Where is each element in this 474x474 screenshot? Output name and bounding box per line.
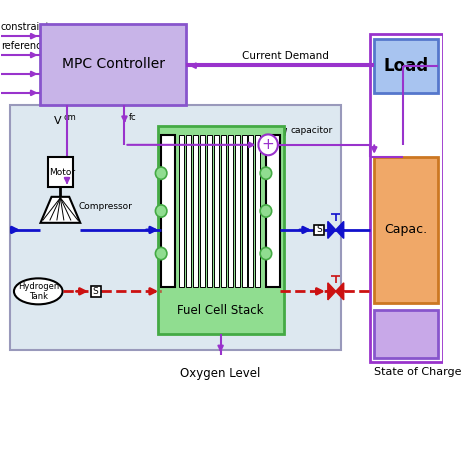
Text: State of Charge: State of Charge xyxy=(374,367,462,377)
Bar xyxy=(220,136,226,287)
Bar xyxy=(374,156,438,303)
Text: Capac.: Capac. xyxy=(385,223,428,237)
Bar xyxy=(207,136,212,287)
Bar xyxy=(374,38,438,93)
Circle shape xyxy=(155,205,167,217)
Bar xyxy=(266,136,280,287)
Text: Current Demand: Current Demand xyxy=(242,51,328,61)
Text: constraints: constraints xyxy=(0,22,55,32)
Bar xyxy=(186,136,191,287)
Bar xyxy=(40,24,186,105)
Text: fc: fc xyxy=(129,113,137,122)
Ellipse shape xyxy=(14,278,63,304)
Polygon shape xyxy=(328,283,336,300)
Bar xyxy=(241,136,246,287)
Bar xyxy=(161,136,175,287)
Bar xyxy=(248,136,254,287)
Text: MPC Controller: MPC Controller xyxy=(62,57,165,72)
Polygon shape xyxy=(328,221,336,238)
Text: Hydrogen
Tank: Hydrogen Tank xyxy=(18,282,59,301)
Text: S: S xyxy=(93,287,99,296)
Text: Fuel Cell Stack: Fuel Cell Stack xyxy=(177,304,264,317)
Circle shape xyxy=(260,247,272,260)
Text: V: V xyxy=(54,117,61,127)
Bar xyxy=(370,34,443,362)
Text: Compressor: Compressor xyxy=(78,202,132,211)
Bar xyxy=(200,136,205,287)
Text: S: S xyxy=(316,226,322,235)
Bar xyxy=(228,136,233,287)
Text: I: I xyxy=(283,128,287,138)
Bar xyxy=(9,105,341,350)
Polygon shape xyxy=(336,283,344,300)
Text: cm: cm xyxy=(63,113,76,122)
Text: +: + xyxy=(262,137,274,152)
Polygon shape xyxy=(336,221,344,238)
Text: I: I xyxy=(122,117,126,127)
Circle shape xyxy=(260,167,272,179)
Circle shape xyxy=(258,135,278,155)
Text: capacitor: capacitor xyxy=(290,127,332,136)
Circle shape xyxy=(260,205,272,217)
Bar xyxy=(158,126,283,334)
Polygon shape xyxy=(40,197,80,223)
Text: Motor: Motor xyxy=(49,167,76,176)
Bar xyxy=(214,136,219,287)
Bar xyxy=(91,286,100,297)
Circle shape xyxy=(155,247,167,260)
Bar xyxy=(255,136,260,287)
Text: Oxygen Level: Oxygen Level xyxy=(181,367,261,380)
Text: reference: reference xyxy=(0,41,47,51)
Bar xyxy=(314,225,324,235)
Bar xyxy=(235,136,239,287)
Bar xyxy=(374,310,438,357)
Circle shape xyxy=(155,167,167,179)
Bar xyxy=(48,156,73,187)
Text: Load: Load xyxy=(384,57,429,75)
Bar xyxy=(179,136,184,287)
Bar xyxy=(193,136,198,287)
